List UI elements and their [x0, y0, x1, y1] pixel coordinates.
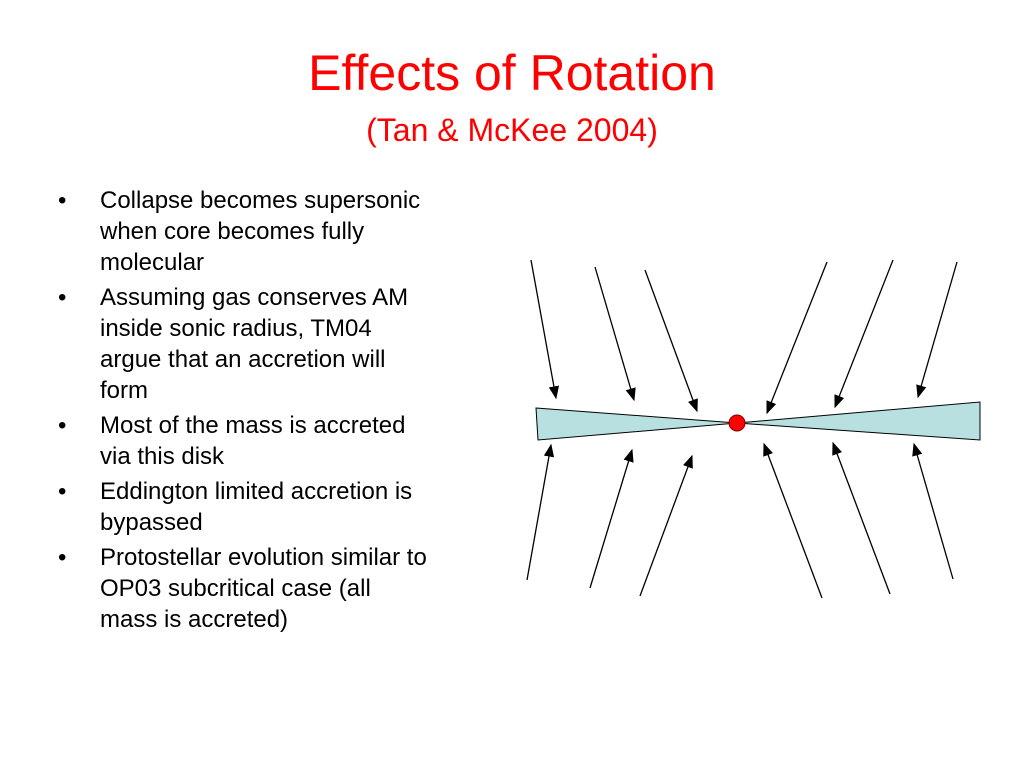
bullet-dot: •: [58, 478, 67, 505]
bullet-line: bypassed: [100, 509, 203, 536]
bullet: • Collapse becomes supersonic when core be…: [58, 185, 508, 278]
bullet: • Protostellar evolution similar to OP03 s…: [58, 542, 508, 635]
bullet-dot: •: [58, 544, 67, 571]
bullet: • Assuming gas conserves AM inside sonic r…: [58, 282, 508, 406]
disk: [535, 401, 981, 441]
bullet-dot: •: [58, 412, 67, 439]
bullet-line: Most of the mass is accreted: [100, 412, 406, 439]
bullet-line: form: [100, 377, 148, 404]
bullet-line: Assuming gas conserves AM: [100, 284, 409, 311]
bullet: • Eddington limited accretion is bypassed: [58, 476, 508, 538]
subtitle: (Tan & McKee 2004): [366, 112, 658, 148]
bullet-line: via this disk: [100, 443, 225, 470]
bullet-line: mass is accreted): [100, 606, 289, 633]
bullet-dot: •: [58, 187, 67, 214]
bullet-line: inside sonic radius, TM04: [100, 315, 372, 342]
bullet-line: argue that an accretion will: [100, 346, 386, 373]
bullet-line: Eddington limited accretion is: [100, 478, 413, 505]
protostar: [728, 414, 746, 432]
bullet: • Most of the mass is accreted via this di…: [58, 410, 508, 472]
bullet-line: OP03 subcritical case (all: [100, 575, 371, 602]
arrows: [526, 259, 958, 599]
bullet-line: Collapse becomes supersonic: [100, 187, 421, 214]
bullet-line: when core becomes fully: [100, 218, 365, 245]
bullet-list: • Collapse becomes supersonic when core be…: [58, 185, 508, 639]
bullet-line: molecular: [100, 249, 205, 276]
bullet-line: Protostellar evolution similar to: [100, 544, 427, 571]
bullet-dot: •: [58, 284, 67, 311]
title: Effects of Rotation: [308, 45, 716, 101]
